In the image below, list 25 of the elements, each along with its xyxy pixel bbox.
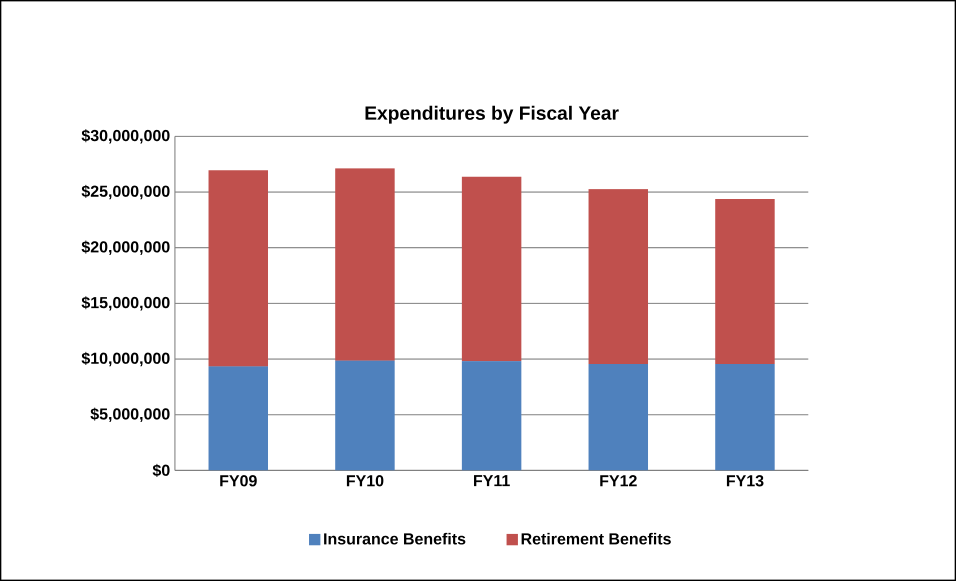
bar <box>588 364 648 470</box>
chart-title: Expenditures by Fiscal Year <box>366 106 619 124</box>
y-tick-label: $15,000,000 <box>82 296 170 311</box>
y-tick-label: $10,000,000 <box>82 352 170 366</box>
bar <box>462 361 522 470</box>
x-tick-label: FY10 <box>346 475 384 486</box>
bar <box>715 199 775 364</box>
bar <box>208 170 268 366</box>
legend-label: Retirement Benefits <box>522 532 671 545</box>
y-tick-label: $20,000,000 <box>82 240 170 255</box>
y-tick-label: $5,000,000 <box>90 408 170 422</box>
x-tick-label: FY13 <box>726 475 764 486</box>
x-tick-label: FY09 <box>220 475 257 486</box>
bar <box>335 360 395 470</box>
x-tick-label: FY12 <box>600 475 637 486</box>
bar <box>588 189 648 364</box>
y-tick-label: $25,000,000 <box>82 184 170 200</box>
y-tick-label: $30,000,000 <box>82 129 170 144</box>
bar <box>335 168 395 361</box>
bar <box>208 366 268 470</box>
y-tick-label: $0 <box>152 464 170 477</box>
legend-label: Insurance Benefits <box>324 532 466 545</box>
bar <box>715 364 775 470</box>
x-tick-label: FY11 <box>474 475 510 486</box>
bar <box>462 176 522 362</box>
